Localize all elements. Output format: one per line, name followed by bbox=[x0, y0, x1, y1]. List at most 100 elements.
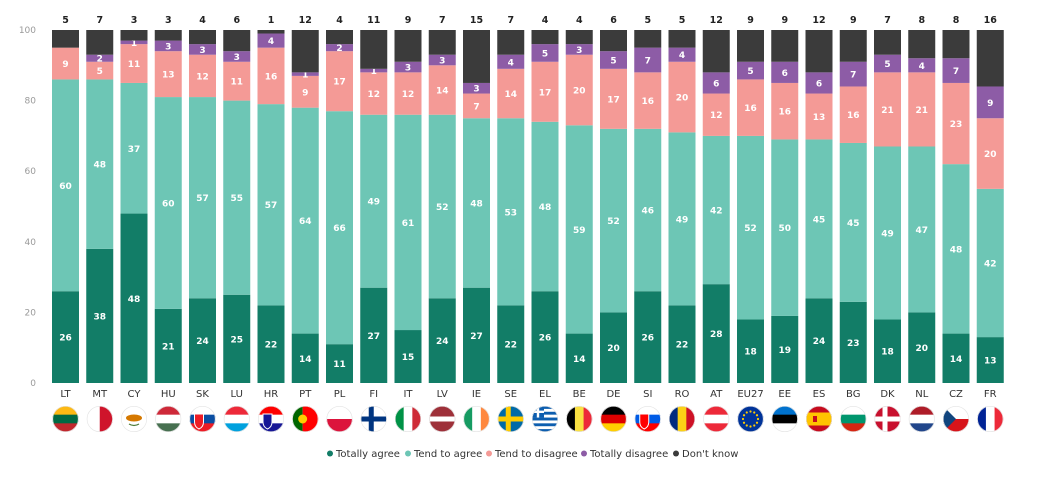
category-label: IE bbox=[472, 389, 481, 400]
slovenia-flag-icon bbox=[634, 406, 661, 432]
segment-value-label: 17 bbox=[607, 95, 620, 105]
bar-segment bbox=[223, 61, 251, 101]
bar-segment bbox=[86, 30, 114, 55]
bar-segment bbox=[634, 128, 662, 292]
bar-segment bbox=[668, 61, 696, 133]
bar-segment bbox=[565, 333, 593, 383]
category-label: EL bbox=[539, 389, 551, 400]
bar-segment bbox=[531, 30, 559, 45]
category-label: FI bbox=[369, 389, 378, 400]
segment-value-label: 17 bbox=[539, 88, 552, 98]
slovakia-flag-icon bbox=[189, 406, 216, 432]
dont-know-value-label: 5 bbox=[62, 15, 69, 26]
bar-segment bbox=[428, 30, 456, 55]
segment-value-label: 6 bbox=[782, 69, 788, 79]
luxembourg-flag-icon bbox=[223, 406, 250, 432]
segment-value-label: 3 bbox=[405, 64, 411, 74]
dont-know-value-label: 8 bbox=[953, 15, 960, 26]
segment-value-label: 14 bbox=[436, 87, 449, 97]
category-label: HU bbox=[161, 389, 176, 400]
segment-value-label: 25 bbox=[230, 335, 243, 345]
dont-know-value-label: 5 bbox=[679, 15, 686, 26]
bar-segment bbox=[771, 61, 799, 83]
bar-pt: 14 64 9 1 12 bbox=[291, 15, 319, 383]
bar-segment bbox=[326, 111, 353, 345]
bar-segment bbox=[189, 44, 216, 55]
bar-segment bbox=[805, 298, 833, 383]
segment-value-label: 19 bbox=[778, 346, 791, 356]
bar-segment bbox=[120, 40, 148, 45]
bar-segment bbox=[702, 72, 730, 94]
croatia-flag-icon bbox=[258, 406, 284, 432]
segment-value-label: 4 bbox=[679, 51, 685, 61]
dont-know-value-label: 15 bbox=[470, 15, 483, 26]
segment-value-label: 57 bbox=[196, 194, 209, 204]
segment-value-label: 27 bbox=[367, 332, 380, 342]
segment-value-label: 5 bbox=[97, 67, 103, 77]
bars: 2660953848527483711132160133324571234255… bbox=[52, 15, 1004, 383]
segment-value-label: 2 bbox=[97, 55, 103, 65]
bar-segment bbox=[976, 188, 1004, 338]
segment-value-label: 53 bbox=[504, 208, 517, 218]
bar-segment bbox=[600, 30, 627, 52]
dont-know-value-label: 7 bbox=[884, 15, 891, 26]
bar-segment bbox=[634, 72, 662, 129]
bar-segment bbox=[771, 30, 799, 62]
bar-segment bbox=[565, 54, 593, 126]
bar-eu27: 18 52 16 5 9 bbox=[737, 15, 764, 383]
category-label: AT bbox=[710, 389, 723, 400]
bar-cz: 14 48 23 7 8 bbox=[942, 15, 970, 383]
bar-segment bbox=[531, 44, 559, 62]
bar-segment bbox=[463, 287, 490, 383]
bar-segment bbox=[600, 68, 627, 129]
dont-know-value-label: 9 bbox=[781, 15, 788, 26]
segment-value-label: 5 bbox=[884, 60, 890, 70]
bar-el: 26 48 17 5 4 bbox=[531, 15, 559, 383]
segment-value-label: 7 bbox=[473, 102, 479, 112]
segment-value-label: 23 bbox=[847, 339, 860, 349]
bar-lv: 24 52 14 3 7 bbox=[428, 15, 456, 383]
y-tick-label: 60 bbox=[25, 167, 37, 177]
bar-segment bbox=[839, 30, 867, 62]
category-label: PL bbox=[334, 389, 346, 400]
category-label: SK bbox=[196, 389, 209, 400]
segment-value-label: 12 bbox=[710, 111, 723, 121]
malta-flag-icon bbox=[86, 406, 113, 432]
germany-flag-icon bbox=[600, 406, 627, 432]
segment-value-label: 11 bbox=[230, 78, 243, 88]
dont-know-value-label: 9 bbox=[405, 15, 412, 26]
dont-know-value-label: 4 bbox=[336, 15, 343, 26]
bar-segment bbox=[360, 114, 388, 288]
dont-know-value-label: 7 bbox=[96, 15, 103, 26]
bar-se: 22 53 14 4 7 bbox=[497, 15, 525, 383]
category-label: NL bbox=[915, 389, 928, 400]
bar-de: 20 52 17 5 6 bbox=[600, 15, 627, 383]
flags-row bbox=[52, 405, 1004, 432]
dont-know-value-label: 6 bbox=[233, 15, 240, 26]
netherlands-flag-icon bbox=[908, 406, 935, 432]
bar-segment bbox=[634, 291, 662, 383]
bar-segment bbox=[463, 93, 490, 119]
segment-value-label: 26 bbox=[59, 334, 72, 344]
category-label: SE bbox=[504, 389, 517, 400]
segment-value-label: 49 bbox=[881, 229, 894, 239]
bar-segment bbox=[120, 213, 148, 383]
segment-value-label: 5 bbox=[542, 49, 548, 59]
bar-segment bbox=[805, 93, 833, 140]
segment-value-label: 66 bbox=[333, 224, 346, 234]
category-label: ES bbox=[813, 389, 826, 400]
segment-value-label: 48 bbox=[93, 161, 106, 171]
bar-segment bbox=[463, 118, 490, 288]
bar-ee: 19 50 16 6 9 bbox=[771, 15, 799, 383]
austria-flag-icon bbox=[703, 406, 730, 432]
bar-segment bbox=[189, 97, 216, 299]
legend-item: Don't know bbox=[673, 449, 738, 460]
segment-value-label: 11 bbox=[128, 60, 141, 70]
bar-segment bbox=[737, 319, 764, 383]
segment-value-label: 47 bbox=[915, 226, 928, 236]
segment-value-label: 7 bbox=[645, 57, 651, 67]
segment-value-label: 14 bbox=[950, 355, 963, 365]
legend-label: Tend to disagree bbox=[494, 449, 578, 460]
segment-value-label: 49 bbox=[367, 198, 380, 208]
segment-value-label: 20 bbox=[607, 344, 620, 354]
